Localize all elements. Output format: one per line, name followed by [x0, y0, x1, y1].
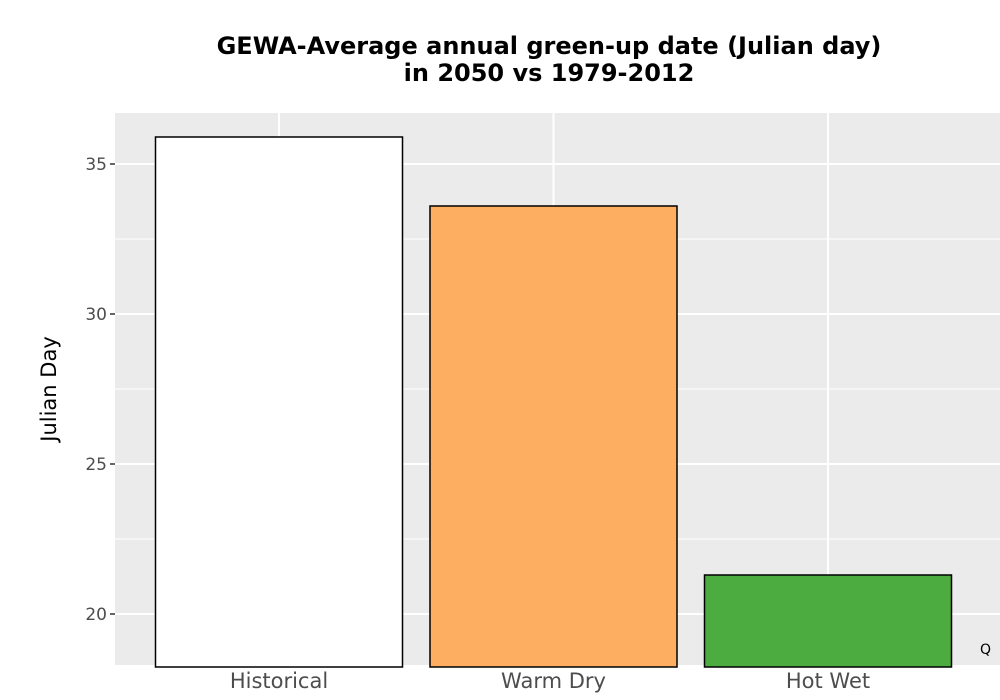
- corner-label: Q: [980, 642, 991, 658]
- bar-historical: [154, 136, 404, 668]
- chart-title-line1: GEWA-Average annual green-up date (Julia…: [217, 32, 882, 60]
- y-tick-label: 20: [85, 605, 107, 625]
- y-tick-label: 35: [85, 155, 107, 175]
- chart-title-line2: in 2050 vs 1979-2012: [404, 59, 695, 87]
- y-tick-label: 25: [85, 455, 107, 475]
- x-tick-label: Warm Dry: [501, 669, 606, 693]
- y-axis: 20 25 30 35: [85, 155, 115, 625]
- bar-warm-dry: [429, 205, 678, 668]
- bars: [154, 136, 953, 668]
- x-tick-label: Hot Wet: [786, 669, 870, 693]
- bar-hot-wet: [703, 574, 953, 668]
- x-tick-label: Historical: [230, 669, 328, 693]
- y-axis-title: Julian Day: [37, 336, 61, 444]
- y-tick-label: 30: [85, 305, 107, 325]
- x-axis: Historical Warm Dry Hot Wet: [230, 669, 870, 693]
